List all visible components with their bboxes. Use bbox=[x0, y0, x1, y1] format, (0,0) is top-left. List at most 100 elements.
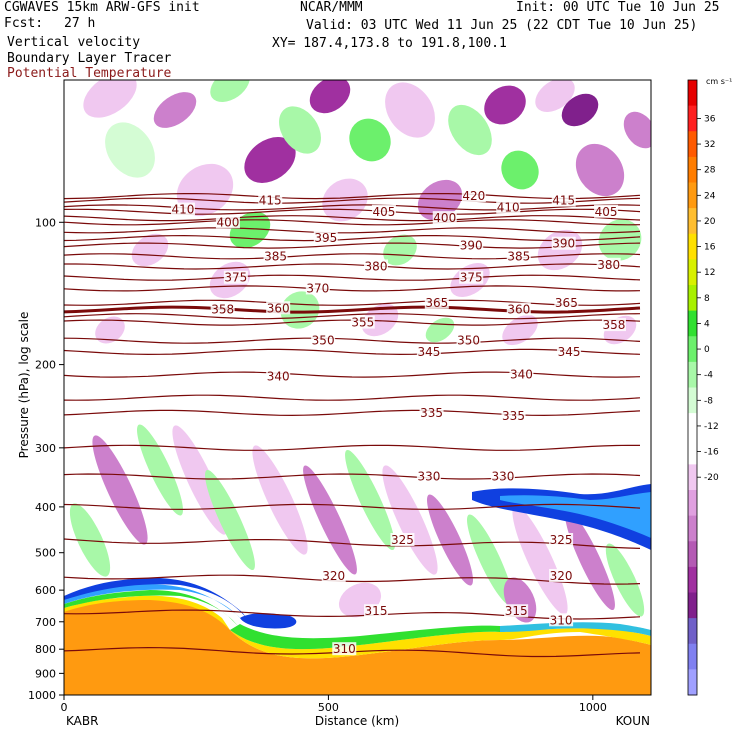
updraft-band bbox=[92, 435, 148, 545]
colorbar-label: 28 bbox=[704, 166, 716, 176]
colorbar-swatch bbox=[688, 310, 697, 337]
isentrope-label: 405 bbox=[595, 205, 618, 219]
isentrope-label-bg bbox=[601, 318, 626, 332]
isentrope-label-bg bbox=[416, 469, 441, 483]
colorbar: 36 32 28 24 20 16 12 8 4 0 -4 -8 -12 -16 -20 bbox=[687, 79, 719, 696]
y-tick-label: 500 bbox=[35, 547, 56, 560]
colorbar-swatch bbox=[688, 80, 697, 107]
isentrope bbox=[64, 242, 641, 249]
colorbar-swatch bbox=[688, 566, 697, 593]
wave-blob bbox=[131, 233, 169, 267]
colorbar-swatch bbox=[688, 285, 697, 312]
isentrope-label-bg bbox=[305, 281, 330, 295]
velocity-shading bbox=[69, 80, 651, 623]
colorbar-label: -8 bbox=[704, 396, 713, 406]
isentrope-label-bg bbox=[554, 295, 579, 309]
field-boundary-layer-tracer: Boundary Layer Tracer bbox=[7, 51, 172, 66]
isentrope-label-bg bbox=[364, 604, 389, 618]
isentrope-label: 400 bbox=[433, 211, 456, 225]
isentrope bbox=[64, 234, 641, 242]
isentrope bbox=[64, 394, 641, 401]
y-axis-label: Pressure (hPa), log scale bbox=[17, 312, 31, 459]
colorbar-swatch bbox=[688, 361, 697, 388]
isentrope bbox=[64, 503, 641, 511]
isentrope-label: 350 bbox=[457, 334, 480, 348]
wave-blob bbox=[535, 80, 575, 113]
isentrope-label-bg bbox=[557, 344, 582, 358]
colorbar-label: 24 bbox=[704, 191, 716, 201]
plot-fields bbox=[64, 80, 651, 695]
updraft-band bbox=[512, 505, 568, 615]
isentrope bbox=[64, 215, 641, 222]
y-tick-label: 800 bbox=[35, 643, 56, 656]
y-tick-label: 600 bbox=[35, 584, 56, 597]
wave-blob bbox=[244, 137, 296, 183]
isentrope-label: 325 bbox=[550, 533, 573, 547]
isentrope-label-bg bbox=[170, 202, 195, 216]
wave-blob bbox=[598, 219, 642, 261]
colorbar-swatch bbox=[688, 259, 697, 286]
wave-blob bbox=[575, 143, 625, 197]
wave-blob bbox=[502, 314, 538, 346]
colorbar-label: 8 bbox=[704, 294, 710, 304]
colorbar-swatch bbox=[688, 515, 697, 542]
isentrope-label: 380 bbox=[365, 259, 388, 273]
colorbar-swatch bbox=[688, 541, 697, 568]
colorbar-swatch bbox=[688, 438, 697, 465]
isentrope bbox=[64, 444, 641, 451]
isentrope-label-bg bbox=[321, 568, 346, 582]
colorbar-swatch bbox=[688, 182, 697, 209]
colorbar-label: -16 bbox=[704, 448, 719, 458]
isentrope-label: 365 bbox=[425, 296, 448, 310]
isentrope bbox=[64, 193, 641, 200]
wave-blob bbox=[280, 291, 320, 329]
isentrope bbox=[64, 208, 641, 215]
isentrope bbox=[64, 609, 641, 620]
isentrope-label-bg bbox=[549, 532, 574, 546]
isentrope-label: 330 bbox=[417, 470, 440, 484]
isentrope-label-bg bbox=[551, 193, 576, 207]
y-tick-label: 300 bbox=[35, 442, 56, 455]
isentrope-label-bg bbox=[596, 257, 621, 271]
isentrope bbox=[64, 538, 641, 549]
wave-blob bbox=[417, 179, 463, 221]
colorbar-label: -20 bbox=[704, 473, 719, 483]
isentrope bbox=[64, 274, 641, 281]
isentrope bbox=[64, 253, 641, 260]
isentrope-label-bg bbox=[371, 204, 396, 218]
isentrope-label: 390 bbox=[460, 239, 483, 253]
isentrope-label: 358 bbox=[603, 318, 626, 332]
isentrope-label-bg bbox=[459, 238, 484, 252]
updraft-band bbox=[427, 494, 473, 586]
isentrope-label-bg bbox=[459, 270, 484, 284]
colorbar-label: 32 bbox=[704, 140, 715, 150]
isentrope-label: 310 bbox=[550, 613, 573, 627]
isentrope-label: 400 bbox=[216, 215, 239, 229]
isentrope-label: 360 bbox=[507, 303, 530, 317]
valid-time: Valid: 03 UTC Wed 11 Jun 25 (22 CDT Tue … bbox=[306, 18, 698, 33]
forecast-hour: 27 h bbox=[64, 16, 96, 31]
isentrope bbox=[64, 299, 641, 306]
isentrope-label: 360 bbox=[267, 301, 290, 315]
updraft-band bbox=[605, 543, 645, 617]
x-axis-ticks: 0 500 1000 bbox=[61, 695, 607, 714]
colorbar-label: 16 bbox=[704, 243, 716, 253]
colorbar-swatch bbox=[688, 464, 697, 491]
wave-blob bbox=[501, 150, 539, 190]
isentrope-label: 420 bbox=[462, 189, 485, 203]
wave-blob bbox=[210, 80, 250, 103]
isentrope bbox=[64, 219, 641, 226]
isentrope bbox=[64, 227, 641, 234]
isentrope bbox=[64, 409, 641, 417]
isentrope-label: 320 bbox=[322, 569, 345, 583]
isentrope-label-bg bbox=[501, 409, 526, 423]
isentrope-label: 345 bbox=[417, 345, 440, 359]
forecast-label: Fcst: bbox=[4, 16, 44, 31]
isentrope-label-bg bbox=[432, 211, 457, 225]
isentrope-label: 355 bbox=[351, 316, 374, 330]
isentrope-label: 365 bbox=[555, 296, 578, 310]
colorbar-label: 4 bbox=[704, 319, 710, 329]
wave-blob bbox=[153, 92, 197, 128]
y-tick-label: 100 bbox=[35, 216, 56, 229]
isentrope bbox=[64, 337, 641, 344]
